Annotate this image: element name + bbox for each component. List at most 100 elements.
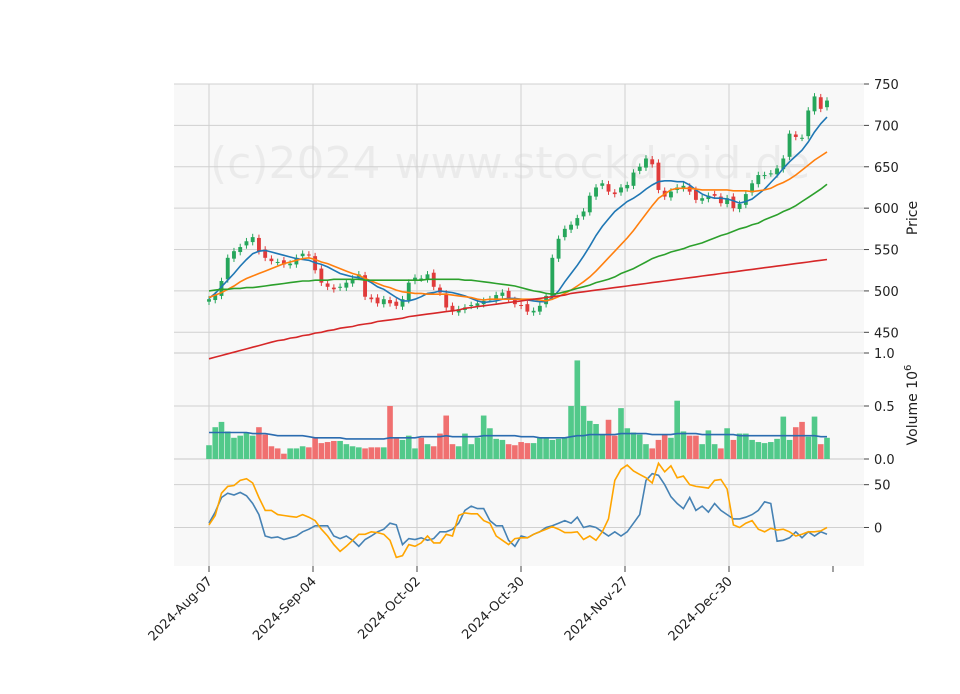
volume-bar [718, 448, 724, 459]
volume-bar [437, 433, 443, 459]
volume-bar [549, 439, 556, 459]
volume-bar [786, 439, 793, 459]
volume-bar [356, 447, 362, 459]
candle-body [644, 158, 648, 168]
candle-body [331, 287, 336, 290]
candle-body [207, 299, 211, 302]
volume-bar [399, 439, 406, 459]
candle-body [631, 172, 636, 186]
volume-bar [643, 444, 649, 459]
candle-body [281, 260, 286, 265]
candle-body [444, 293, 449, 308]
volume-bar [249, 435, 256, 459]
volume-bar [780, 416, 787, 459]
oscillator-line [208, 461, 828, 559]
volume-bar [530, 443, 537, 459]
candle-body [775, 168, 779, 175]
volume-bar [537, 437, 543, 459]
candle-body [450, 305, 455, 312]
volume-bar [555, 438, 562, 459]
price-axis-tick-label: 500 [874, 285, 899, 300]
candle-body [519, 304, 524, 306]
candle-body [606, 184, 611, 192]
volume-bar [730, 439, 737, 459]
candle-body [800, 137, 804, 139]
oscillator-axis-tick-label: 0 [874, 521, 882, 536]
candle-body [693, 189, 698, 200]
volume-bar [343, 444, 350, 459]
volume-bar [468, 444, 474, 459]
volume-bar [318, 443, 325, 459]
volume-bar [668, 437, 674, 459]
candle-body [569, 224, 573, 230]
volume-bar [312, 437, 318, 459]
price-axis-tick-label: 450 [874, 326, 899, 341]
volume-bar [424, 444, 431, 459]
volume-axis-tick-label: 1.0 [874, 347, 895, 362]
volume-bar [655, 439, 662, 459]
volume-bar [493, 438, 499, 459]
candle-body [300, 253, 305, 257]
candle-body [562, 228, 567, 238]
volume-bar [574, 360, 581, 459]
candle-body [213, 295, 218, 301]
candle-body [681, 185, 686, 189]
volume-bar [630, 432, 637, 459]
candle-body [787, 133, 792, 157]
volume-bar [505, 444, 512, 459]
volume-bar [512, 445, 518, 459]
volume-bar [686, 435, 693, 459]
candle-body [219, 280, 224, 296]
candle-body [288, 263, 293, 266]
price-axis-tick-label: 550 [874, 244, 899, 259]
volume-bar [224, 431, 231, 459]
candle-body [306, 254, 311, 256]
volume-bar [262, 434, 268, 459]
volume-bar [562, 437, 568, 459]
volume-bar [624, 428, 631, 459]
candle-body [325, 283, 330, 287]
volume-axis-title: Volume 106 [903, 365, 921, 446]
volume-axis-exponent: 6 [903, 365, 914, 371]
volume-bar [274, 448, 281, 459]
candle-body [537, 305, 542, 312]
volume-bar [287, 448, 293, 459]
volume-bar [474, 437, 481, 459]
volume-bar [418, 437, 425, 459]
volume-bar [368, 447, 375, 459]
candle-body [725, 198, 730, 205]
candle-body [637, 166, 642, 171]
oscillator-axis-tick-label: 50 [874, 479, 891, 494]
candle-body [650, 159, 655, 165]
candle-body [531, 310, 536, 313]
candle-body [818, 97, 823, 109]
volume-ma-line [209, 431, 827, 440]
candle-body [381, 299, 386, 305]
candle-body [275, 261, 280, 263]
volume-bar [805, 436, 812, 459]
candle-body [793, 134, 798, 137]
candle-body [619, 187, 623, 193]
ma-line-ma-50 [208, 183, 828, 296]
candle-body [400, 299, 405, 307]
candle-body [737, 204, 742, 209]
price-axis-title: Price [905, 201, 921, 235]
candle-body [756, 175, 761, 185]
volume-bar [599, 434, 606, 459]
candle-body [388, 300, 392, 304]
price-axis-tick-label: 700 [874, 119, 899, 134]
volume-axis-tick-label: 0.5 [874, 400, 895, 415]
volume-bar [324, 442, 331, 459]
volume-bar [755, 442, 762, 459]
candle-body [244, 241, 249, 246]
ma-line-ma-200 [208, 258, 828, 360]
plot-background [174, 84, 864, 566]
candle-body [600, 183, 605, 186]
candle-body [731, 196, 736, 209]
x-tick-label: 2024-Oct-02 [355, 574, 423, 642]
volume-bar [749, 439, 755, 459]
volume-bar [443, 415, 450, 459]
volume-bar [661, 434, 668, 459]
candle-body [344, 282, 349, 288]
